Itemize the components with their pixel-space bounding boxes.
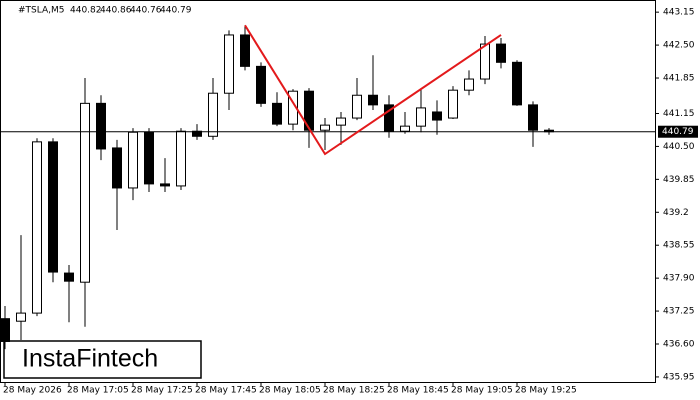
x-tick-label: 28 May 18:25 [323,386,385,396]
candle-body [64,272,74,282]
plot-frame [0,0,656,383]
y-tick-label: 441.15 [663,109,695,119]
candle-body [480,43,490,80]
y-tick-label: 439.2 [663,208,689,218]
candle-body [416,107,426,127]
y-tick-label: 435.95 [663,372,695,382]
chart-title: #TSLA,M5 [18,6,64,16]
y-tick-label: 441.85 [663,74,695,84]
candle-body [256,65,266,104]
candle-body [336,117,346,126]
y-tick-label: 438.55 [663,241,695,251]
header-price: 440.79 [160,6,192,16]
candle-body [16,312,26,322]
candle-body [272,102,282,125]
logo-box [3,340,202,379]
pattern-line [244,24,502,156]
x-tick-label: 28 May 19:05 [451,386,513,396]
candle-body [368,94,378,106]
candle-body [96,102,106,150]
y-tick-label: 440.50 [663,142,695,152]
candle-body [400,125,410,132]
candle-body [288,90,298,125]
candle-body [448,89,458,119]
candle-body [176,130,186,187]
y-tick-label: 439.85 [663,175,695,185]
candle-body [240,34,250,67]
candle-body [224,34,234,94]
candle-body [0,318,10,342]
x-tick-label: 28 May 17:05 [67,386,129,396]
current-price-box [658,125,698,138]
x-tick-label: 28 May 18:45 [387,386,449,396]
header-price: 440.76 [130,6,162,16]
candle-body [384,104,394,132]
candle-body [112,147,122,189]
candle-body [32,141,42,314]
y-tick-label: 437.90 [663,274,695,284]
candle-body [80,102,90,283]
candle-body [48,141,58,273]
header-price: 440.82 [70,6,102,16]
candle-body [320,124,330,131]
y-tick-label: 437.25 [663,307,695,317]
logo: InstaFintech [22,345,158,373]
x-tick-label: 28 May 19:25 [515,386,577,396]
candle-body [208,92,218,137]
candle-body [432,111,442,121]
candle-body [464,78,474,91]
x-tick-label: 28 May 17:45 [195,386,257,396]
candle-body [512,61,522,106]
x-tick-label: 28 May 2026 [3,386,62,396]
candle-body [128,131,138,189]
y-tick-label: 443.15 [663,8,695,18]
x-tick-label: 28 May 17:25 [131,386,193,396]
x-tick-label: 28 May 18:05 [259,386,321,396]
candle-body [528,104,538,131]
candle-body [144,131,154,185]
y-tick-label: 442.50 [663,41,695,51]
candle-body [352,94,362,119]
candle-body [496,43,506,63]
y-tick-label: 436.60 [663,340,695,350]
candle-body [160,183,170,187]
candle-body [192,130,202,137]
candle-body [304,90,314,131]
header-price: 440.86 [100,6,132,16]
current-price-label: 440.79 [662,127,694,137]
